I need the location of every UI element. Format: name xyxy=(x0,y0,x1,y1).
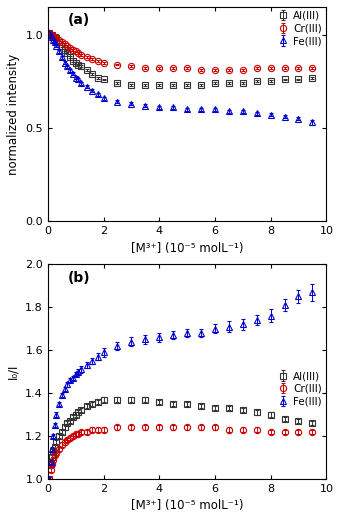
Text: (a): (a) xyxy=(67,13,89,27)
Text: (b): (b) xyxy=(67,271,90,285)
Legend: Al(III), Cr(III), Fe(III): Al(III), Cr(III), Fe(III) xyxy=(276,370,323,407)
Y-axis label: I₀/I: I₀/I xyxy=(7,364,20,379)
X-axis label: [M³⁺] (10⁻⁵ molL⁻¹): [M³⁺] (10⁻⁵ molL⁻¹) xyxy=(131,242,243,255)
Legend: Al(III), Cr(III), Fe(III): Al(III), Cr(III), Fe(III) xyxy=(276,10,323,47)
Y-axis label: normalized intensity: normalized intensity xyxy=(7,53,20,174)
X-axis label: [M³⁺] (10⁻⁵ molL⁻¹): [M³⁺] (10⁻⁵ molL⁻¹) xyxy=(131,499,243,512)
